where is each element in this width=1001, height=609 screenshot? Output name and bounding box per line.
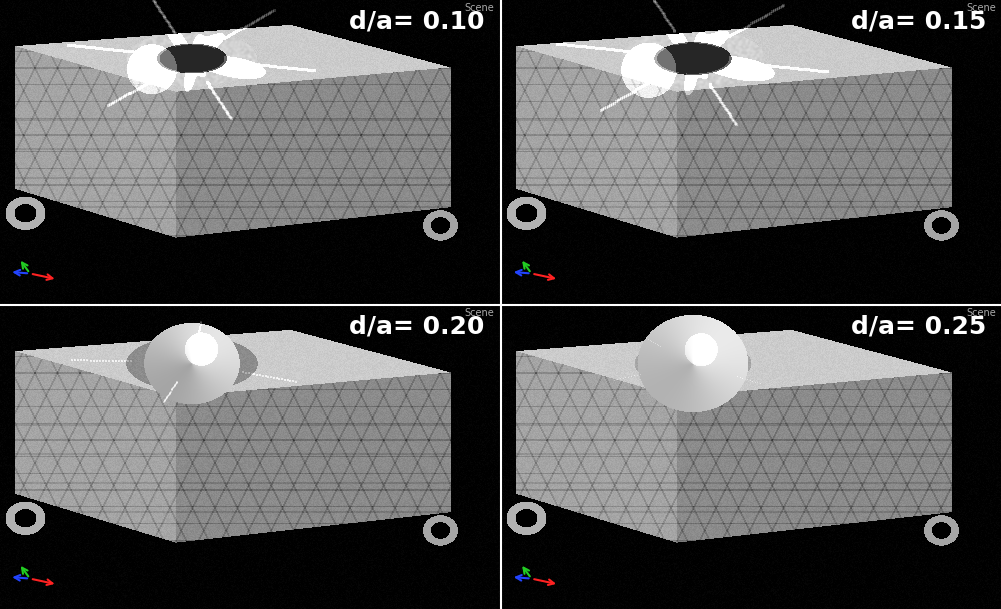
Text: d/a= 0.25: d/a= 0.25	[851, 314, 986, 338]
Text: Scene: Scene	[464, 3, 494, 13]
Text: d/a= 0.15: d/a= 0.15	[851, 9, 986, 33]
Text: Scene: Scene	[464, 308, 494, 318]
Text: Scene: Scene	[966, 3, 996, 13]
Text: d/a= 0.20: d/a= 0.20	[349, 314, 484, 338]
Text: d/a= 0.10: d/a= 0.10	[349, 9, 484, 33]
Text: Scene: Scene	[966, 308, 996, 318]
